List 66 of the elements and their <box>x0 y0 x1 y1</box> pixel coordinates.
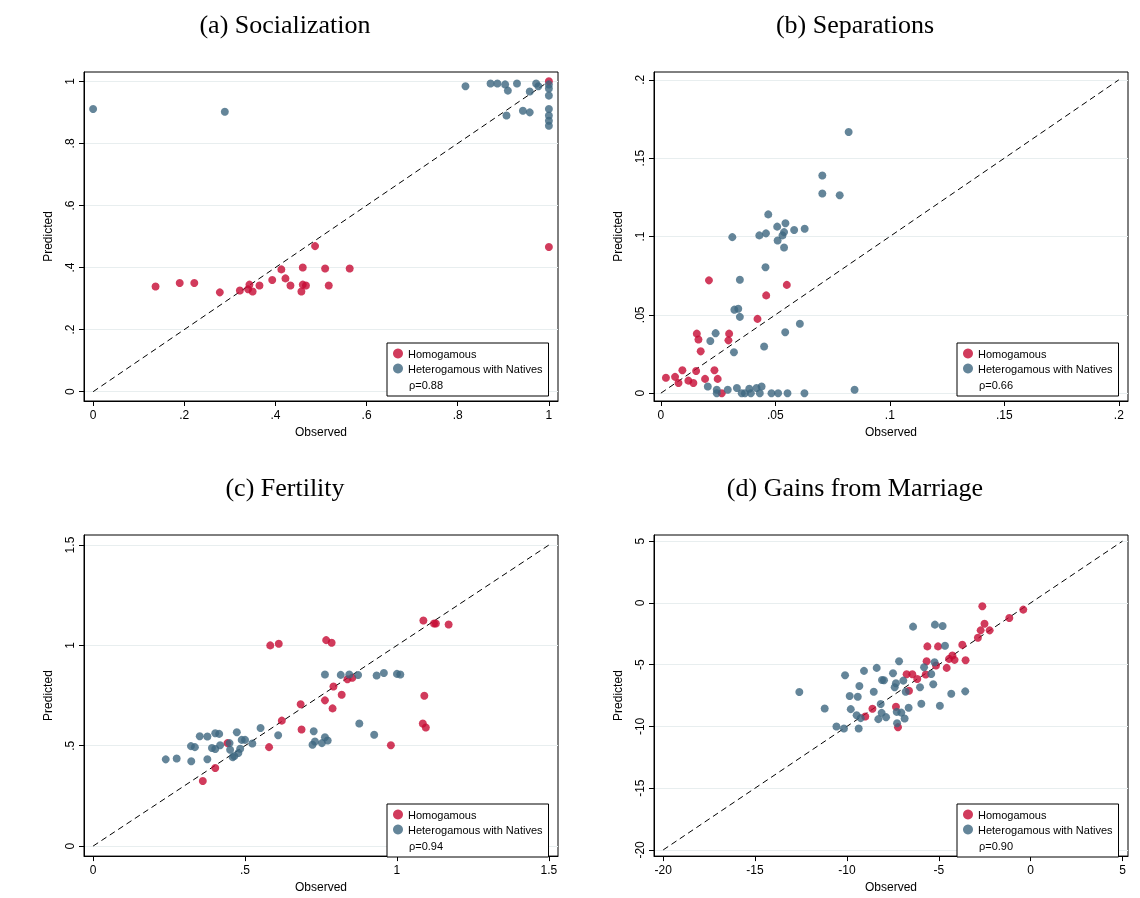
y-tick-label: .05 <box>633 306 647 324</box>
x-tick-label: 5 <box>1119 863 1127 878</box>
x-axis-title: Observed <box>294 880 348 894</box>
x-axis-title: Observed <box>294 424 348 439</box>
chart-title: (c) Fertility <box>225 472 345 502</box>
legend-label: Heterogamous with Natives <box>408 362 543 375</box>
y-tick-label: 0 <box>63 388 77 396</box>
x-tick-label: 0 <box>657 408 665 422</box>
chart-title: (b) Separations <box>775 9 935 39</box>
x-tick-label: -15 <box>746 863 765 878</box>
x-tick-label: 0 <box>89 863 97 878</box>
x-tick-label: -10 <box>838 863 856 878</box>
x-tick-label: .4 <box>270 408 281 422</box>
x-tick-label: .5 <box>240 863 251 878</box>
y-tick-label: 1.5 <box>63 536 77 554</box>
legend-label: Heterogamous with Natives <box>408 823 543 836</box>
x-tick-label: .1 <box>884 408 896 422</box>
x-tick-label: -5 <box>933 863 945 878</box>
x-tick-label: 0 <box>89 408 97 422</box>
annotation: ρ=0.90 <box>979 839 1014 852</box>
x-tick-label: 1.5 <box>540 863 558 878</box>
y-tick-label: 0 <box>63 842 77 850</box>
y-tick-label: .1 <box>633 231 647 242</box>
x-tick-label: -20 <box>654 863 673 878</box>
y-axis-title: Predicted <box>611 211 625 262</box>
x-tick-label: .2 <box>179 408 190 422</box>
y-tick-label: 1 <box>63 77 77 85</box>
x-tick-label: 0 <box>1027 863 1035 878</box>
y-tick-label: 0 <box>633 389 647 397</box>
chart-title: (d) Gains from Marriage <box>726 472 984 502</box>
x-axis-title: Observed <box>864 424 918 439</box>
x-tick-label: 1 <box>393 863 401 878</box>
x-tick-label: .05 <box>767 408 785 422</box>
legend-label: Homogamous <box>978 347 1047 360</box>
x-tick-label: .2 <box>1113 408 1125 422</box>
y-tick-label: 0 <box>633 599 647 607</box>
y-tick-label: .4 <box>63 262 77 273</box>
x-tick-label: .6 <box>361 408 372 422</box>
y-axis-title: Predicted <box>611 670 625 721</box>
y-axis-title: Predicted <box>41 670 55 721</box>
y-tick-label: -5 <box>633 659 647 671</box>
legend-label: Heterogamous with Natives <box>978 823 1113 836</box>
legend-label: Heterogamous with Natives <box>978 362 1113 375</box>
annotation: ρ=0.66 <box>979 378 1014 391</box>
y-tick-label: -10 <box>633 717 647 736</box>
y-tick-label: .6 <box>63 200 77 211</box>
chart-title: (a) Socialization <box>199 9 371 39</box>
x-tick-label: 1 <box>545 408 553 422</box>
legend-label: Homogamous <box>408 808 477 821</box>
x-axis-title: Observed <box>864 880 918 894</box>
y-tick-label: -20 <box>633 840 647 859</box>
y-tick-label: .2 <box>63 324 77 335</box>
y-tick-label: 1 <box>63 641 77 649</box>
y-tick-label: .2 <box>633 74 647 85</box>
y-tick-label: 5 <box>633 537 647 545</box>
y-tick-label: .8 <box>63 138 77 149</box>
x-tick-label: .15 <box>996 408 1014 422</box>
legend-label: Homogamous <box>408 347 477 360</box>
x-tick-label: .8 <box>452 408 464 422</box>
legend-label: Homogamous <box>978 808 1047 821</box>
y-tick-label: .15 <box>633 149 647 167</box>
annotation: ρ=0.88 <box>409 378 444 391</box>
y-tick-label: -15 <box>633 779 647 797</box>
annotation: ρ=0.94 <box>409 839 444 852</box>
y-axis-title: Predicted <box>41 211 55 262</box>
y-tick-label: .5 <box>63 740 77 751</box>
